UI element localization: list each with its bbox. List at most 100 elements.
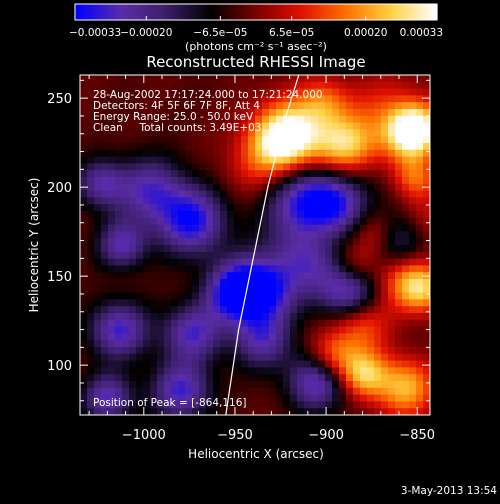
heatmap-cell — [227, 285, 235, 294]
heatmap-cell — [318, 183, 326, 192]
heatmap-cell — [227, 197, 235, 205]
heatmap-cell — [381, 224, 389, 232]
heatmap-cell — [234, 75, 242, 83]
colorbar-swatch — [283, 4, 287, 20]
heatmap-cell — [325, 122, 333, 130]
heatmap-cell — [395, 149, 403, 158]
heatmap-cell — [171, 190, 179, 198]
heatmap-cell — [381, 245, 389, 253]
heatmap-cell — [402, 347, 410, 355]
heatmap-cell — [416, 340, 424, 348]
heatmap-cell — [157, 313, 165, 321]
heatmap-cell — [360, 360, 368, 368]
heatmap-cell — [206, 381, 214, 389]
heatmap-cell — [325, 258, 333, 266]
heatmap-cell — [311, 177, 319, 185]
heatmap-cell — [227, 353, 235, 362]
heatmap-cell — [192, 177, 200, 185]
heatmap-cell — [276, 381, 284, 389]
heatmap-cell — [402, 279, 410, 287]
heatmap-cell — [416, 224, 424, 232]
heatmap-cell — [199, 360, 207, 368]
heatmap-cell — [213, 122, 221, 130]
heatmap-cell — [346, 387, 354, 396]
heatmap-cell — [318, 224, 326, 232]
heatmap-cell — [339, 319, 347, 328]
heatmap-cell — [192, 170, 200, 178]
heatmap-cell — [381, 197, 389, 205]
heatmap-cell — [129, 285, 137, 294]
colorbar-swatch — [165, 4, 170, 20]
heatmap-cell — [94, 245, 102, 253]
heatmap-cell — [178, 129, 186, 137]
heatmap-cell — [262, 143, 270, 151]
heatmap-cell — [332, 136, 340, 144]
heatmap-cell — [101, 347, 109, 355]
heatmap-cell — [108, 292, 116, 300]
heatmap-cell — [402, 204, 410, 212]
heatmap-cell — [353, 340, 361, 348]
colorbar-swatch — [234, 4, 239, 20]
heatmap-cell — [94, 292, 102, 300]
heatmap-cell — [199, 88, 207, 96]
heatmap-cell — [381, 326, 389, 334]
heatmap-cell — [241, 95, 249, 103]
heatmap-cell — [311, 95, 319, 103]
heatmap-cell — [206, 102, 214, 110]
heatmap-cell — [185, 265, 193, 273]
y-tick-label: 250 — [47, 92, 72, 107]
heatmap-cell — [80, 149, 88, 158]
heatmap-cell — [248, 367, 256, 375]
heatmap-cell — [367, 197, 375, 205]
heatmap-cell — [423, 81, 430, 90]
heatmap-cell — [213, 374, 221, 382]
heatmap-cell — [241, 190, 249, 198]
heatmap-cell — [220, 129, 228, 137]
heatmap-cell — [388, 374, 396, 382]
heatmap-cell — [248, 81, 256, 90]
heatmap-cell — [157, 394, 165, 402]
heatmap-cell — [164, 75, 172, 83]
heatmap-cell — [199, 190, 207, 198]
heatmap-cell — [311, 156, 319, 164]
heatmap-cell — [87, 115, 95, 124]
heatmap-cell — [241, 122, 249, 130]
heatmap-cell — [318, 231, 326, 239]
heatmap-cell — [325, 381, 333, 389]
heatmap-cell — [297, 265, 305, 273]
heatmap-cell — [325, 115, 333, 124]
heatmap-cell — [220, 156, 228, 164]
heatmap-cell — [150, 211, 158, 219]
heatmap-cell — [262, 387, 270, 396]
heatmap-cell — [283, 292, 291, 300]
heatmap-cell — [262, 265, 270, 273]
heatmap-cell — [220, 401, 228, 409]
heatmap-cell — [255, 115, 263, 124]
heatmap-cell — [360, 231, 368, 239]
heatmap-cell — [360, 109, 368, 117]
heatmap-cell — [122, 163, 130, 171]
heatmap-cell — [346, 211, 354, 219]
heatmap-cell — [297, 326, 305, 334]
heatmap-cell — [388, 245, 396, 253]
heatmap-cell — [297, 387, 305, 396]
heatmap-cell — [395, 163, 403, 171]
heatmap-cell — [290, 353, 298, 362]
heatmap-cell — [402, 183, 410, 192]
heatmap-cell — [206, 408, 214, 415]
heatmap-cell — [143, 387, 151, 396]
heatmap-cell — [171, 387, 179, 396]
heatmap-cell — [360, 75, 368, 83]
heatmap-cell — [94, 170, 102, 178]
heatmap-cell — [108, 272, 116, 280]
heatmap-cell — [283, 387, 291, 396]
heatmap-cell — [206, 347, 214, 355]
heatmap-cell — [108, 265, 116, 273]
heatmap-cell — [388, 299, 396, 307]
heatmap-cell — [332, 299, 340, 307]
heatmap-cell — [241, 408, 249, 415]
heatmap-cell — [325, 360, 333, 368]
heatmap-cell — [339, 238, 347, 246]
heatmap-cell — [276, 156, 284, 164]
heatmap-cell — [157, 109, 165, 117]
